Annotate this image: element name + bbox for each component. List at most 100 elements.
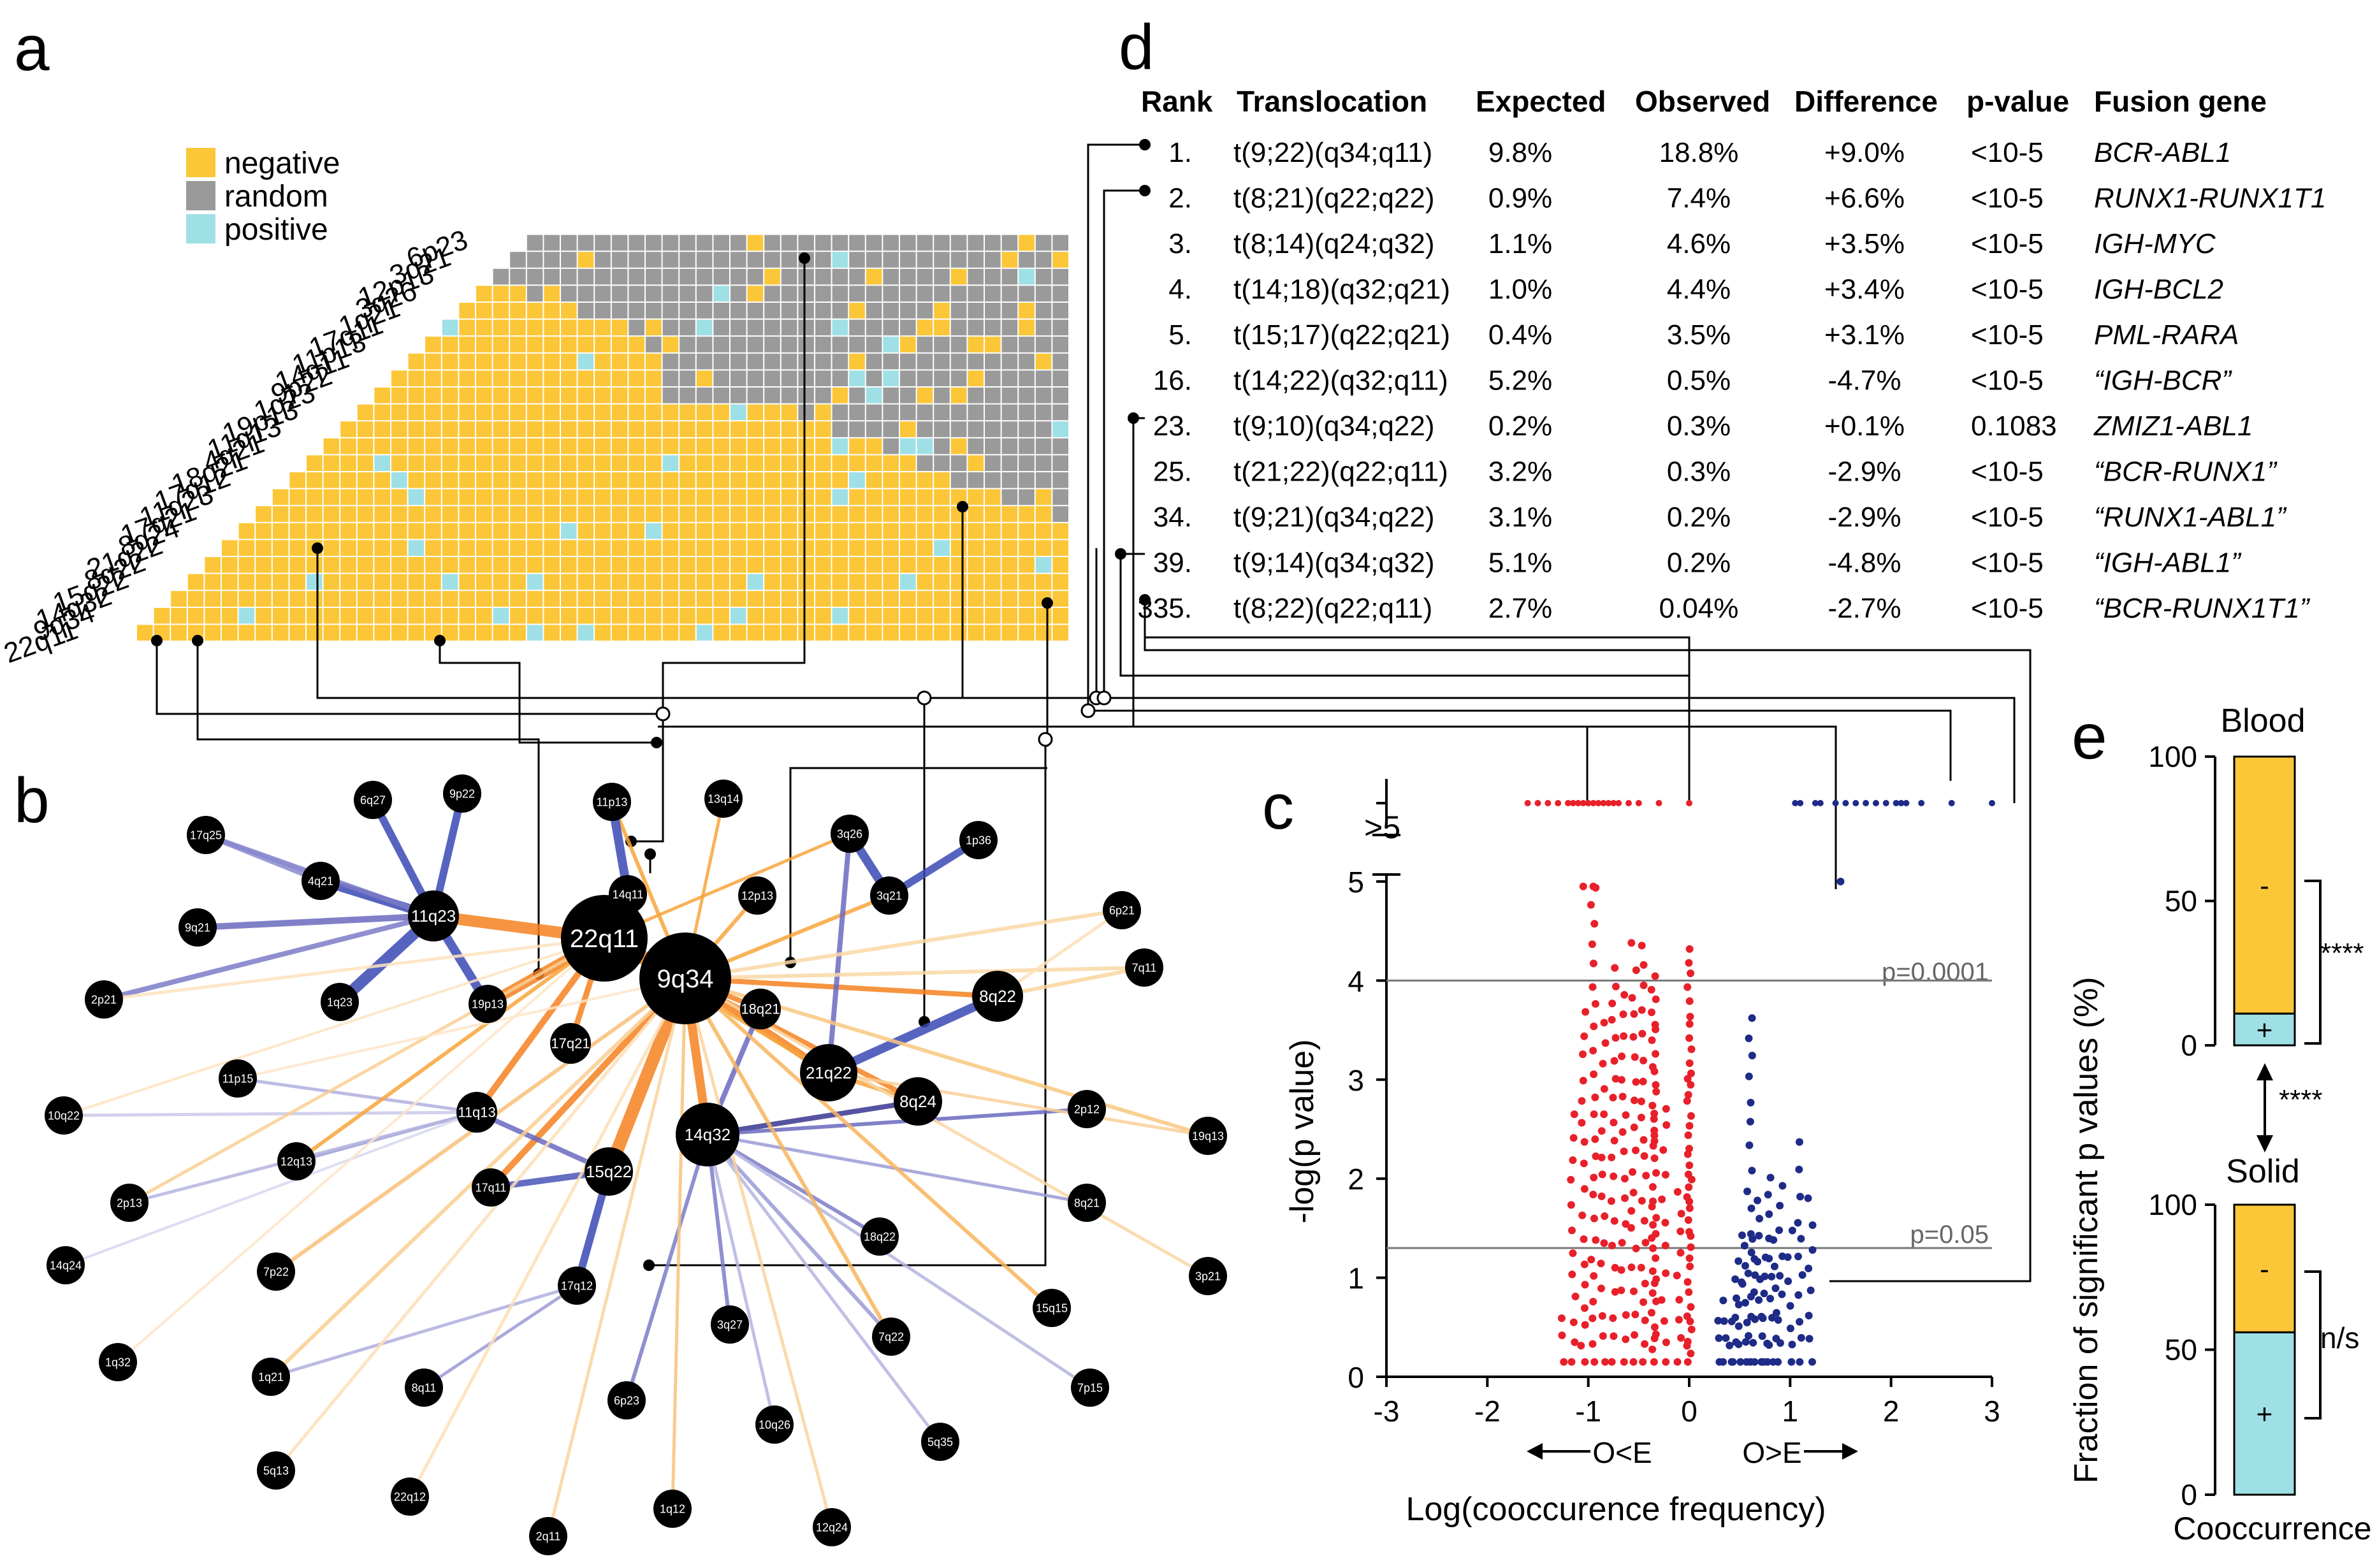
heatmap-cell xyxy=(968,404,984,421)
heatmap-cell xyxy=(256,574,272,590)
heatmap-cell xyxy=(340,523,356,539)
table-cell-expected: 1.0% xyxy=(1488,274,1552,305)
heatmap-cell xyxy=(527,370,543,386)
heatmap-cell xyxy=(866,421,882,437)
scatter-point xyxy=(1776,1272,1784,1280)
heatmap-cell xyxy=(798,489,814,505)
scatter-point xyxy=(1637,1098,1645,1106)
table-cell-pvalue: <10-5 xyxy=(1971,137,2044,168)
heatmap-cell xyxy=(425,506,441,522)
heatmap-cell xyxy=(798,286,814,301)
scatter-point xyxy=(1775,1226,1784,1235)
network-node-label: 8q21 xyxy=(1074,1196,1100,1209)
bar-label-blood: Blood xyxy=(2221,702,2306,739)
heatmap-cell xyxy=(866,337,882,352)
scatter-point xyxy=(1607,1197,1615,1205)
heatmap-cell xyxy=(815,591,831,607)
scatter-point xyxy=(1808,1358,1816,1366)
heatmap-cell xyxy=(985,353,1001,370)
scatter-point xyxy=(1749,1339,1757,1347)
heatmap-cell xyxy=(646,286,662,301)
arrow-left-head xyxy=(1527,1443,1543,1460)
heatmap-cell xyxy=(849,404,865,421)
heatmap-cell xyxy=(731,388,746,403)
heatmap-cell xyxy=(731,625,746,641)
heatmap-cell xyxy=(510,421,526,437)
heatmap-cell xyxy=(1035,286,1052,301)
scatter-point xyxy=(1597,1154,1606,1162)
heatmap-cell xyxy=(934,353,950,370)
table-cell-fusion: PML-RARA xyxy=(2094,319,2239,351)
scatter-point xyxy=(1598,1312,1606,1320)
heatmap-cell xyxy=(662,353,679,370)
heatmap-cell xyxy=(578,574,594,590)
network-node xyxy=(959,821,998,859)
heatmap-cell xyxy=(646,455,662,471)
heatmap-cell xyxy=(1019,404,1035,421)
scatter-point xyxy=(1652,1050,1660,1058)
heatmap-cell xyxy=(595,455,611,471)
heatmap-cell xyxy=(493,472,509,488)
scatter-point xyxy=(1618,1093,1627,1101)
table-cell-translocation: t(8;14)(q24;q32) xyxy=(1233,228,1435,259)
network-node xyxy=(653,1490,692,1528)
heatmap-cell xyxy=(323,574,340,590)
heatmap-cell xyxy=(815,438,831,454)
heatmap-cell xyxy=(1052,370,1068,386)
network-node-label: 15q15 xyxy=(1036,1302,1068,1314)
heatmap-cell xyxy=(934,370,950,386)
heatmap-cell xyxy=(629,472,644,488)
heatmap-cell xyxy=(747,607,764,624)
heatmap-cell xyxy=(968,303,984,319)
heatmap-cell xyxy=(595,337,611,352)
heatmap-cell xyxy=(307,472,323,488)
heatmap-cell xyxy=(696,455,713,471)
heatmap-cell xyxy=(764,523,780,539)
heatmap-cell xyxy=(662,252,679,268)
heatmap-cell xyxy=(611,370,628,386)
heatmap-cell xyxy=(968,319,984,336)
heatmap-cell xyxy=(985,421,1001,437)
heatmap-cell xyxy=(391,574,407,590)
network-node xyxy=(277,1142,316,1180)
scatter-point xyxy=(1601,1358,1610,1366)
heatmap-cell xyxy=(646,388,662,403)
heatmap-cell xyxy=(459,303,475,319)
heatmap-cell xyxy=(391,591,407,607)
heatmap-cell xyxy=(629,388,644,403)
heatmap-cell xyxy=(544,388,560,403)
heatmap-cell xyxy=(187,607,204,624)
heatmap-cell xyxy=(595,523,611,539)
heatmap-cell xyxy=(680,388,695,403)
heatmap-cell xyxy=(747,235,764,251)
heatmap-cell xyxy=(425,591,441,607)
heatmap-cell xyxy=(374,540,390,556)
scatter-point xyxy=(1797,1333,1805,1342)
network-node-label: 6p23 xyxy=(614,1394,639,1407)
scatter-point xyxy=(1588,940,1596,948)
heatmap-cell xyxy=(781,252,797,268)
heatmap-cell xyxy=(357,557,374,573)
heatmap-cell xyxy=(459,489,475,505)
network-node-label: 11p13 xyxy=(597,795,628,808)
heatmap-cell xyxy=(1001,404,1018,421)
heatmap-cell xyxy=(629,370,644,386)
heatmap-cell xyxy=(798,540,814,556)
scatter-point xyxy=(1795,1138,1803,1146)
legend-label-random: random xyxy=(224,180,328,214)
network-node-label: 11q13 xyxy=(458,1105,496,1121)
heatmap-cell xyxy=(1052,438,1068,454)
heatmap-cell xyxy=(815,268,831,285)
heatmap-cell xyxy=(408,540,425,556)
heatmap-cell xyxy=(629,286,644,301)
scatter-point xyxy=(1600,1085,1608,1093)
network-node xyxy=(405,1368,443,1407)
scatter-point-above5 xyxy=(1555,800,1562,806)
y-tick-label: 2 xyxy=(1348,1163,1364,1196)
heatmap-cell xyxy=(1019,591,1035,607)
scatter-point xyxy=(1620,1358,1628,1366)
heatmap-cell xyxy=(950,540,967,556)
heatmap-cell xyxy=(391,388,407,403)
table-cell-difference: -2.9% xyxy=(1828,502,1901,533)
heatmap-cell xyxy=(171,625,187,641)
